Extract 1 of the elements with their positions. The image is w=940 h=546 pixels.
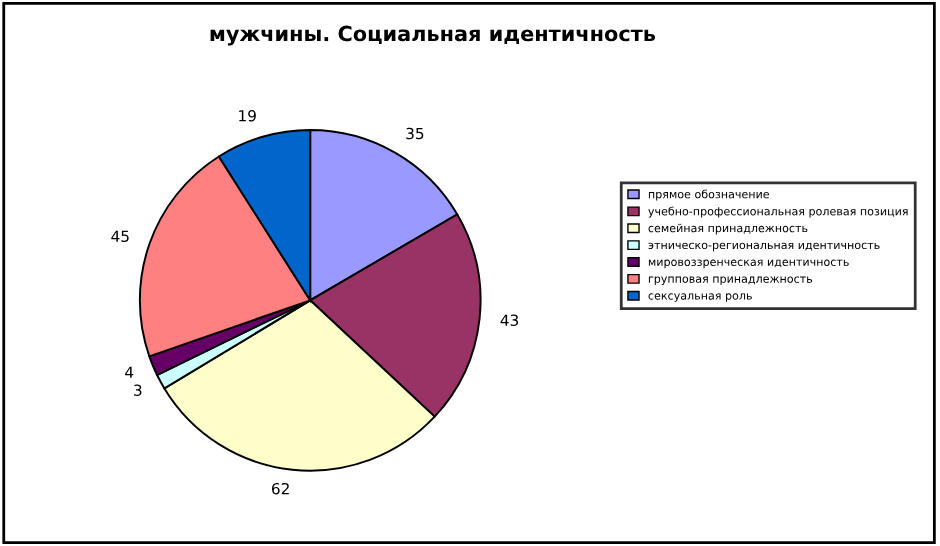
- chart-title: мужчины. Социальная идентичность: [210, 25, 656, 46]
